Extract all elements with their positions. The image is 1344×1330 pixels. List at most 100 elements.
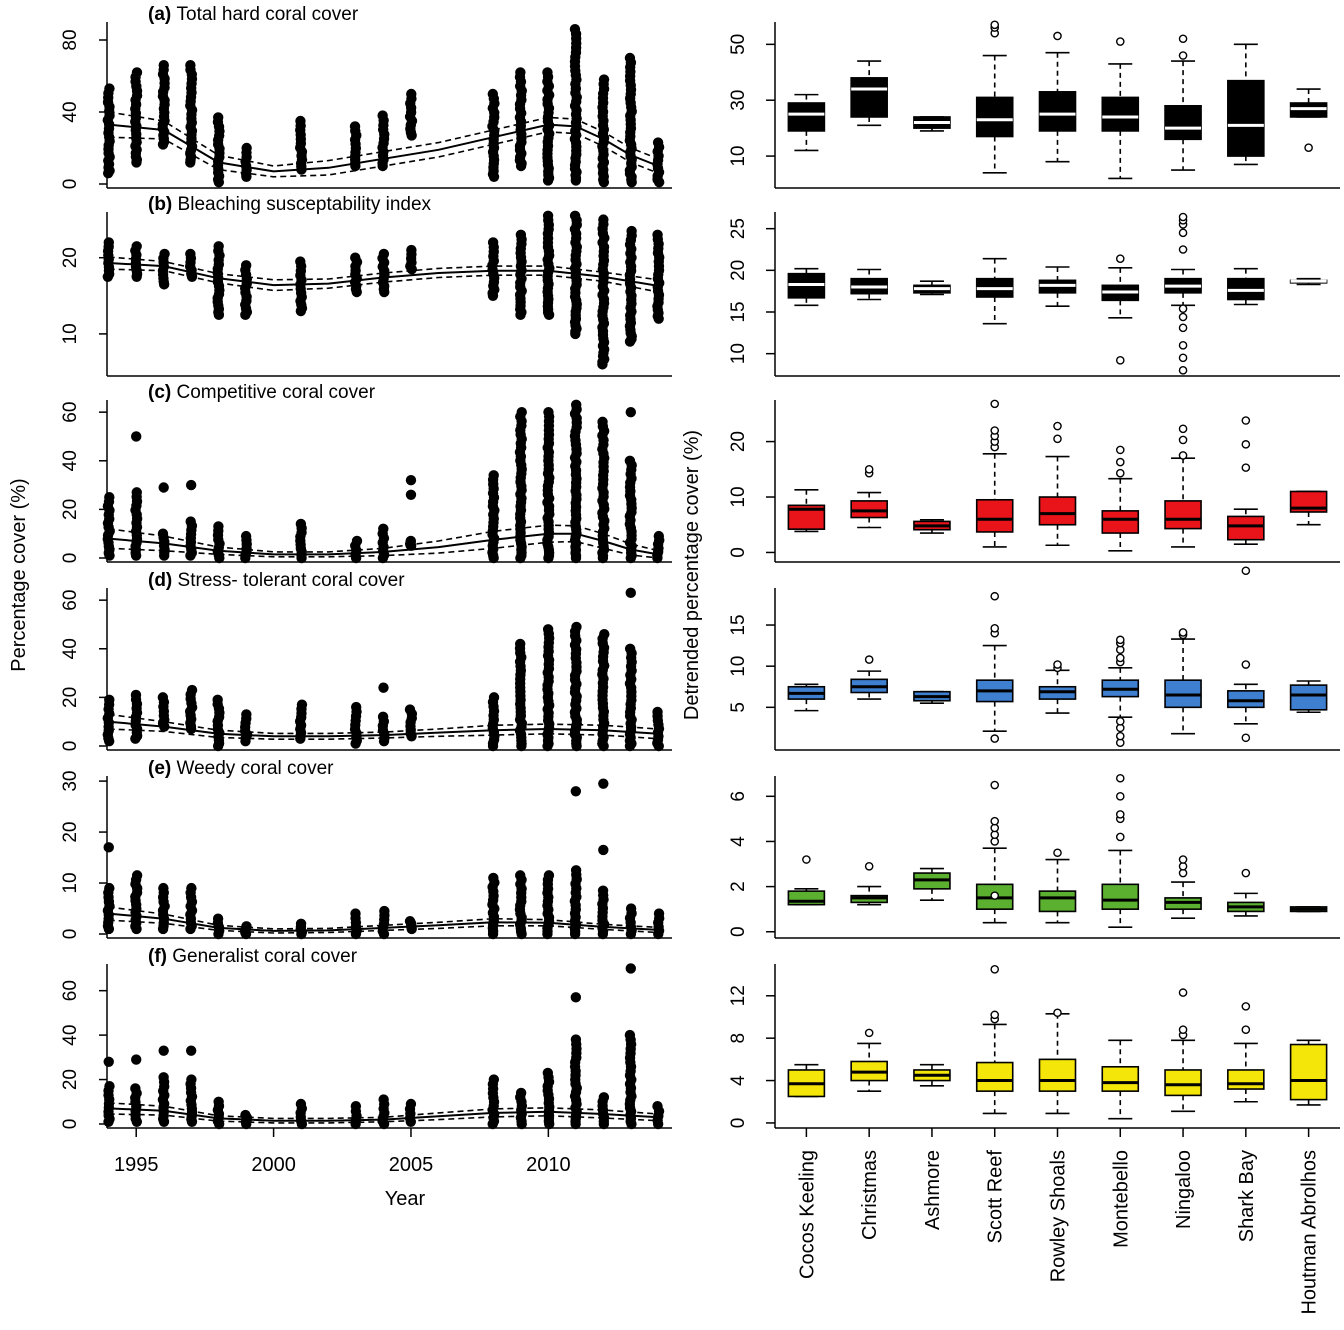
outlier-point — [990, 964, 1000, 974]
outlier-point — [990, 20, 1000, 30]
outlier-point — [1178, 212, 1188, 222]
box-rowley-shoals — [1038, 1008, 1077, 1115]
year-tick-label: 2000 — [251, 1154, 296, 1176]
box-ningaloo — [1164, 628, 1202, 735]
box-houtman-abrolhos — [1289, 88, 1328, 152]
outlier-point — [1053, 660, 1062, 669]
box-iqr — [1164, 1069, 1202, 1097]
box-y-tick-label: 15 — [728, 614, 749, 635]
data-point — [515, 870, 526, 881]
data-point — [488, 1074, 500, 1085]
box-y-tick-label: 10 — [728, 486, 749, 507]
panel-b: 10 20 (b) Bleaching susceptability index 10… — [60, 194, 1340, 377]
box-christmas — [850, 268, 888, 301]
data-point — [488, 872, 499, 884]
outlier-point — [1115, 810, 1125, 819]
outlier-point — [1178, 366, 1188, 375]
box-christmas — [850, 60, 888, 127]
panel-c: 0 20 40 60 (c) Competitive coral cover 0 10 20 — [60, 382, 1340, 576]
data-point — [213, 241, 224, 252]
outlier-point — [1115, 254, 1125, 263]
box-y-tick-label: 0 — [728, 547, 749, 558]
panel-title: (b) Bleaching susceptability index — [148, 194, 432, 215]
box-y-tick-label: 0 — [728, 926, 749, 937]
y-tick-label: 60 — [60, 402, 81, 423]
box-shark-bay — [1227, 267, 1265, 306]
box-y-tick-label: 50 — [728, 34, 749, 55]
panel-letter: (d) — [148, 570, 178, 591]
y-tick-label: 10 — [60, 872, 81, 893]
outlier-point — [1115, 635, 1125, 645]
box-y-tick-label: 12 — [728, 985, 749, 1006]
y-tick-label: 40 — [60, 638, 81, 659]
data-point — [598, 1092, 610, 1103]
trend-line — [108, 1107, 659, 1122]
data-point — [570, 1034, 582, 1045]
panel-title: (a) Total hard coral cover — [148, 4, 359, 25]
box-shark-bay — [1227, 660, 1265, 743]
y-tick-label: 20 — [60, 247, 81, 268]
box-ningaloo — [1164, 212, 1202, 375]
data-point — [158, 882, 169, 894]
outlier-point — [1241, 416, 1251, 425]
data-point — [598, 844, 609, 856]
box-christmas — [850, 1028, 888, 1092]
data-point — [131, 431, 142, 442]
panel-f: 0 20 40 60 (f) Generalist coral cover 0 4 8 12 — [60, 946, 1340, 1129]
y-tick-label: 60 — [60, 590, 81, 611]
data-point — [212, 694, 223, 706]
year-tick-label: 1995 — [114, 1154, 159, 1176]
data-point — [295, 115, 306, 127]
panel-d: 0 20 40 60 (d) Stress- tolerant coral cover 5… — [60, 570, 1340, 751]
box-ningaloo — [1164, 34, 1202, 171]
box-y-tick-label: 4 — [728, 836, 749, 847]
box-scott-reef — [975, 591, 1014, 743]
box-ashmore — [913, 280, 951, 296]
outlier-point — [1178, 51, 1188, 60]
y-tick-label: 80 — [60, 29, 81, 50]
box-shark-bay — [1227, 868, 1265, 917]
outlier-point — [1241, 440, 1251, 449]
data-point — [652, 229, 663, 241]
box-christmas — [850, 655, 888, 700]
data-point — [405, 489, 417, 500]
box-ningaloo — [1164, 988, 1202, 1113]
data-point — [652, 137, 664, 148]
box-iqr — [1101, 510, 1140, 534]
year-tick-label: 2010 — [526, 1154, 571, 1176]
y-tick-label: 20 — [60, 1069, 81, 1090]
outlier-point — [1115, 832, 1125, 842]
y-tick-label: 40 — [60, 1025, 81, 1046]
outlier-point — [1178, 353, 1188, 363]
outlier-point — [1178, 323, 1188, 333]
box-scott-reef — [975, 780, 1014, 924]
panel-title-text: Bleaching susceptability index — [178, 194, 432, 215]
data-point — [542, 1067, 554, 1079]
y-tick-label: 20 — [60, 499, 81, 520]
outlier-point — [1115, 445, 1125, 455]
box-ashmore — [913, 867, 951, 901]
box-iqr — [1038, 1058, 1077, 1092]
data-point — [159, 248, 170, 260]
data-point — [104, 882, 115, 894]
box-iqr — [1101, 96, 1140, 132]
data-point — [104, 694, 115, 706]
outlier-point — [990, 399, 1000, 409]
box-montebello — [1101, 445, 1140, 552]
box-shark-bay — [1227, 43, 1265, 166]
trend-lower-ci — [108, 130, 659, 178]
outlier-point — [1241, 868, 1251, 878]
outlier-point — [990, 734, 1000, 743]
box-houtman-abrolhos — [1289, 680, 1328, 714]
left-ylabel: Percentage cover (%) — [8, 478, 30, 671]
data-point — [130, 689, 142, 701]
data-point — [212, 913, 224, 924]
data-point — [296, 699, 308, 710]
data-point — [186, 684, 198, 696]
data-point — [104, 83, 115, 94]
right-ylabel: Detrended percentage cover (%) — [681, 430, 703, 720]
trend-upper-ci — [108, 111, 659, 167]
data-point — [103, 237, 115, 248]
box-houtman-abrolhos — [1289, 277, 1328, 286]
data-point — [295, 1098, 307, 1110]
